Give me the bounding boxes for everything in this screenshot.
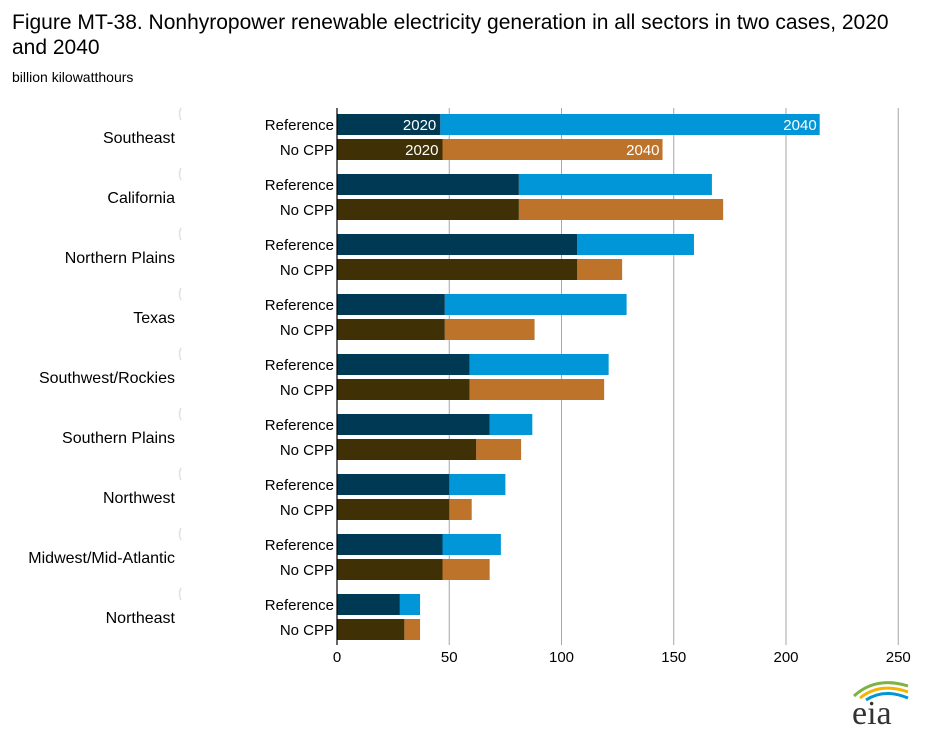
x-tick-label: 0 [333,649,341,666]
case-label: No CPP [280,562,334,579]
bar-segment-2020 [337,439,477,460]
bar-label-2040: 2040 [626,142,659,159]
bar-segment-2020 [337,379,470,400]
bracket-mark [178,587,182,601]
bar-segment-2020 [337,499,450,520]
case-label: Reference [265,597,334,614]
bar-segment-2020 [337,534,443,555]
case-label: No CPP [280,262,334,279]
eia-logo: eia [852,681,909,728]
region-label: Southwest/Rockies [39,370,175,387]
bar-segment-2040 [440,114,820,135]
bar-segment-2040 [442,559,490,580]
region-label: Northwest [103,490,176,507]
bar-segment-2020 [337,234,578,255]
bracket-mark [178,287,182,301]
bracket-mark [178,227,182,241]
bar-segment-2040 [489,414,533,435]
bar-segment-2020 [337,594,400,615]
bracket-mark [178,167,182,181]
x-tick-label: 200 [773,649,798,666]
logo-arc-blue [865,692,909,702]
case-label: Reference [265,417,334,434]
bracket-mark [178,467,182,481]
bar-segment-2020 [337,319,445,340]
bar-segment-2040 [449,474,506,495]
bar-segment-2040 [399,594,421,615]
case-label: Reference [265,357,334,374]
bar-segment-2020 [337,139,443,160]
region-label: California [107,190,175,207]
case-label: Reference [265,477,334,494]
logo-text: eia [852,695,892,728]
bar-segment-2040 [444,294,627,315]
case-label: Reference [265,117,334,134]
region-label: Northeast [106,610,176,627]
region-label: Texas [133,310,175,327]
bar-segment-2040 [577,259,623,280]
bracket-mark [178,107,182,121]
x-tick-label: 150 [661,649,686,666]
bar-label-2040: 2040 [783,117,816,134]
logo-arc-yellow [859,686,909,700]
case-label: No CPP [280,502,334,519]
bar-segment-2040 [469,379,605,400]
case-label: No CPP [280,322,334,339]
unit-label: billion kilowatthours [12,69,134,85]
bar-segment-2020 [337,174,519,195]
bar-segment-2020 [337,114,441,135]
region-label: Southeast [103,130,176,147]
bar-segment-2040 [518,174,712,195]
bar-segment-2040 [444,319,535,340]
case-label: No CPP [280,622,334,639]
bar-segment-2040 [577,234,694,255]
bar-segment-2040 [404,619,421,640]
bar-segment-2020 [337,259,578,280]
case-label: No CPP [280,442,334,459]
bar-segment-2020 [337,559,443,580]
logo-arc-green [852,681,909,698]
bar-segment-2040 [476,439,522,460]
case-label: Reference [265,237,334,254]
region-label: Southern Plains [62,430,175,447]
bar-segment-2020 [337,474,450,495]
bar-segment-2040 [469,354,609,375]
x-tick-label: 250 [886,649,911,666]
case-label: Reference [265,297,334,314]
bar-segment-2040 [518,199,724,220]
bar-segment-2040 [442,534,501,555]
bar-segment-2020 [337,294,445,315]
bracket-mark [178,407,182,421]
case-label: No CPP [280,382,334,399]
bar-segment-2040 [449,499,472,520]
bar-segment-2040 [442,139,663,160]
bracket-mark [178,347,182,361]
bar-segment-2020 [337,619,405,640]
case-label: No CPP [280,142,334,159]
bar-segment-2020 [337,414,490,435]
case-label: Reference [265,177,334,194]
region-label: Midwest/Mid-Atlantic [28,550,175,567]
region-label: Northern Plains [65,250,175,267]
bar-label-2020: 2020 [403,117,436,134]
bracket-mark [178,527,182,541]
bar-segment-2020 [337,354,470,375]
x-tick-label: 100 [549,649,574,666]
chart-title: Figure MT-38. Nonhyropower renewable ele… [12,11,889,59]
bar-label-2020: 2020 [405,142,438,159]
bar-segment-2020 [337,199,519,220]
x-tick-label: 50 [441,649,458,666]
case-label: Reference [265,537,334,554]
case-label: No CPP [280,202,334,219]
